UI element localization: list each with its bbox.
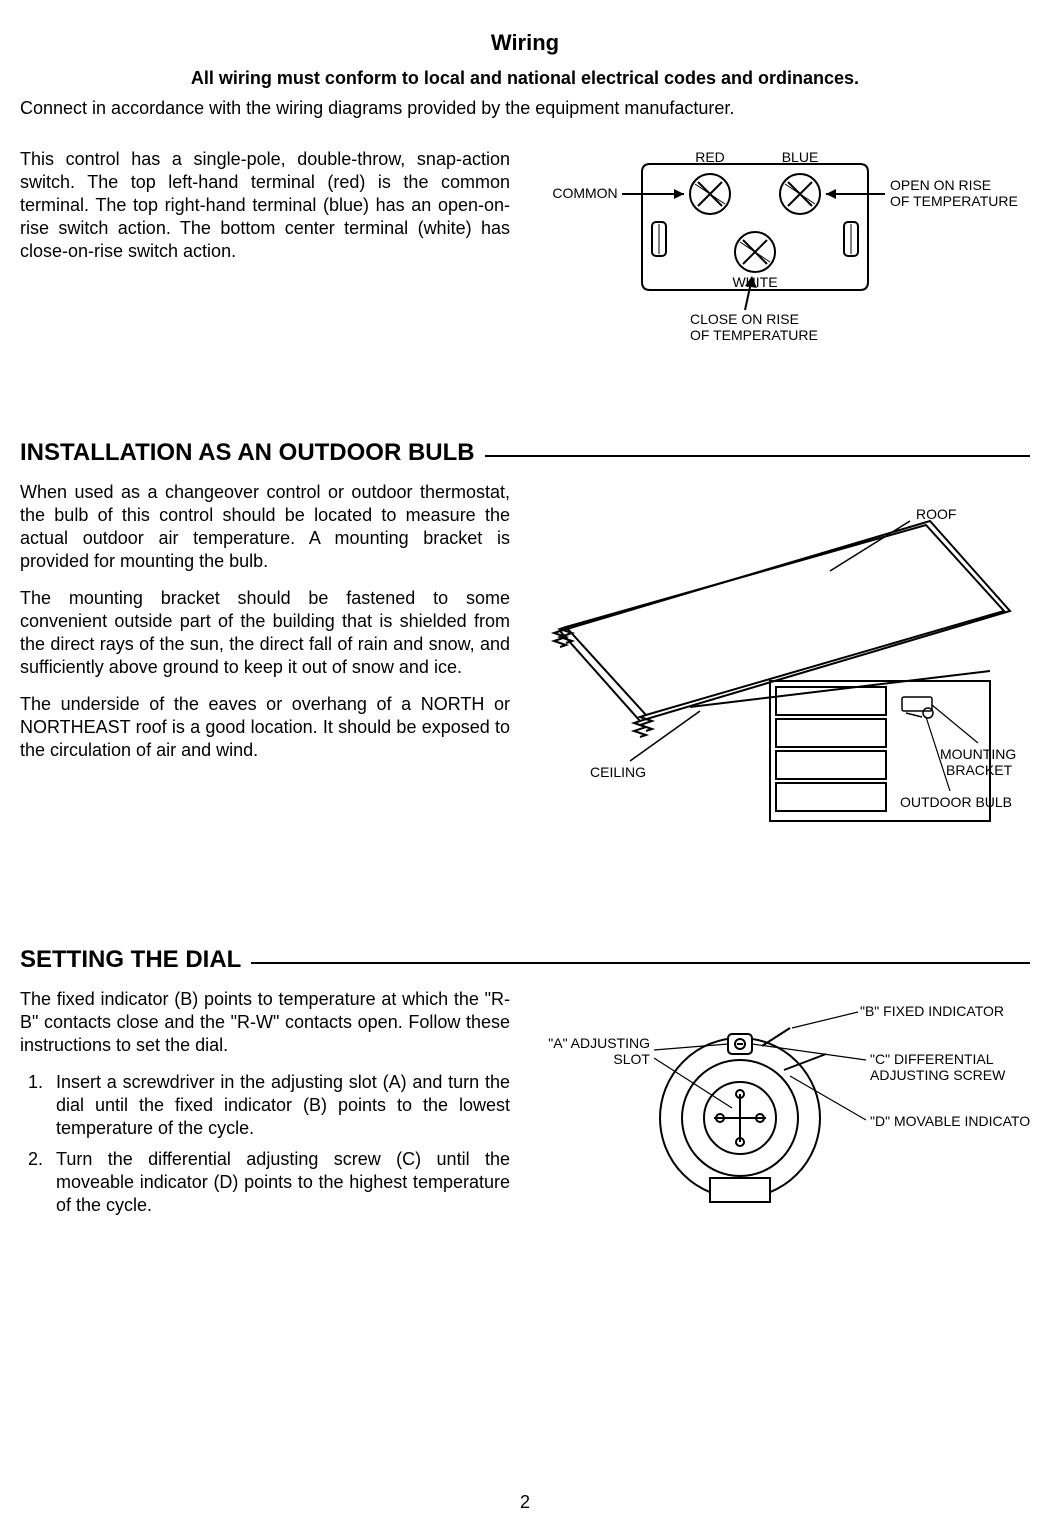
- wiring-paragraph: This control has a single-pole, double-t…: [20, 148, 510, 263]
- setting-steps: Insert a screwdriver in the adjusting sl…: [20, 1071, 510, 1217]
- heading-rule: [485, 455, 1030, 457]
- setting-label-c-2: ADJUSTING SCREW: [870, 1067, 1006, 1083]
- installation-heading: INSTALLATION AS AN OUTDOOR BULB: [20, 439, 475, 467]
- installation-label-outdoor-bulb: OUTDOOR BULB: [900, 794, 1012, 810]
- intro-text: Connect in accordance with the wiring di…: [20, 97, 1030, 120]
- setting-heading: SETTING THE DIAL: [20, 946, 241, 974]
- wiring-diagram: RED BLUE WHITE COMMON OPEN ON RISE OF TE…: [530, 144, 1030, 374]
- page-title: Wiring: [20, 30, 1030, 56]
- wiring-label-close-rise-1: CLOSE ON RISE: [690, 311, 799, 327]
- wiring-label-common: COMMON: [552, 185, 617, 201]
- setting-heading-row: SETTING THE DIAL: [20, 946, 1030, 974]
- installation-p1: When used as a changeover control or out…: [20, 481, 510, 573]
- installation-p3: The underside of the eaves or overhang o…: [20, 693, 510, 762]
- installation-label-roof: ROOF: [916, 506, 956, 522]
- wiring-label-open-rise-1: OPEN ON RISE: [890, 177, 991, 193]
- installation-diagram: ROOF CEILING MOUNTING: [530, 481, 1030, 841]
- wiring-label-red: RED: [695, 149, 725, 165]
- installation-heading-row: INSTALLATION AS AN OUTDOOR BULB: [20, 439, 1030, 467]
- setting-intro: The fixed indicator (B) points to temper…: [20, 988, 510, 1057]
- installation-p2: The mounting bracket should be fastened …: [20, 587, 510, 679]
- setting-label-b: "B" FIXED INDICATOR: [860, 1003, 1004, 1019]
- setting-label-d: "D" MOVABLE INDICATOR: [870, 1113, 1030, 1129]
- heading-rule-2: [251, 962, 1030, 964]
- setting-label-c-1: "C" DIFFERENTIAL: [870, 1051, 994, 1067]
- installation-label-mounting-1: MOUNTING: [940, 746, 1016, 762]
- setting-step-1: Insert a screwdriver in the adjusting sl…: [48, 1071, 510, 1140]
- setting-label-a-1: "A" ADJUSTING: [548, 1035, 650, 1051]
- wiring-label-open-rise-2: OF TEMPERATURE: [890, 193, 1018, 209]
- installation-label-ceiling: CEILING: [590, 764, 646, 780]
- page-subtitle: All wiring must conform to local and nat…: [20, 68, 1030, 89]
- page-number: 2: [0, 1492, 1050, 1513]
- setting-label-a-2: SLOT: [613, 1051, 650, 1067]
- wiring-label-close-rise-2: OF TEMPERATURE: [690, 327, 818, 343]
- setting-step-2: Turn the differential adjusting screw (C…: [48, 1148, 510, 1217]
- installation-label-mounting-2: BRACKET: [946, 762, 1013, 778]
- wiring-label-blue: BLUE: [782, 149, 819, 165]
- setting-diagram: "A" ADJUSTING SLOT "B" FIXED INDICATOR "…: [530, 988, 1030, 1228]
